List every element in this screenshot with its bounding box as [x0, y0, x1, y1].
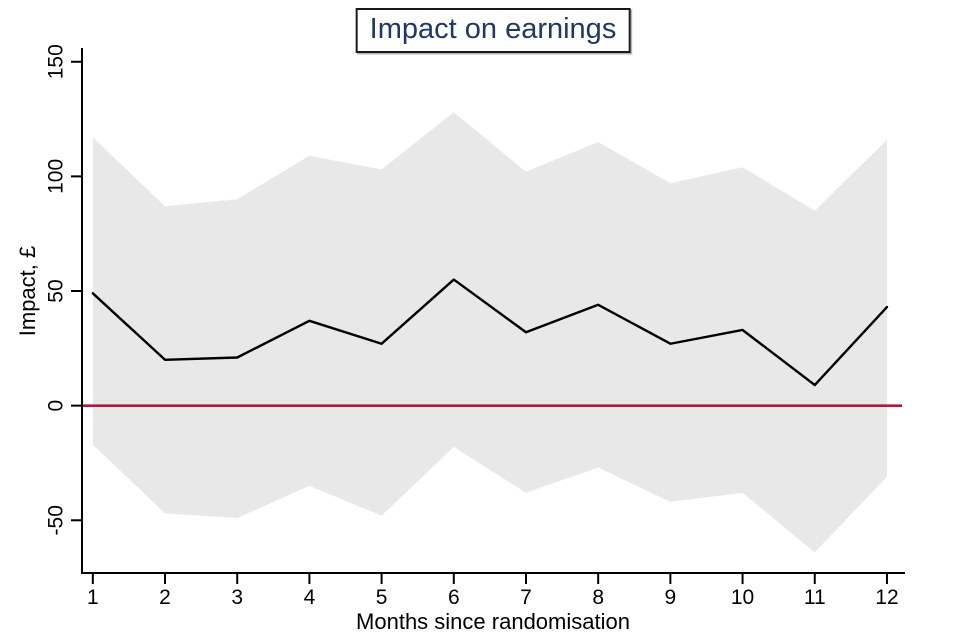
confidence-band [92, 112, 887, 553]
y-axis-title: Impact, £ [15, 245, 40, 337]
x-tick-label: 11 [804, 586, 826, 609]
x-tick-label: 8 [592, 586, 604, 609]
y-tick-label: 100 [45, 159, 68, 194]
x-tick-label: 10 [731, 586, 754, 609]
x-tick-label: 9 [665, 586, 677, 609]
x-tick-label: 4 [304, 586, 316, 609]
y-tick-label: -50 [45, 505, 68, 535]
x-tick-label: 6 [448, 586, 460, 609]
y-tick-label: 0 [45, 400, 68, 412]
x-tick-label: 12 [875, 586, 898, 609]
chart-title: Impact on earnings [355, 8, 631, 54]
x-tick-label: 1 [87, 586, 99, 609]
x-tick-label: 3 [231, 586, 243, 609]
x-tick-label: 2 [159, 586, 171, 609]
impact-line [91, 278, 889, 387]
y-tick-label: 50 [45, 279, 68, 302]
y-tick-label: 150 [45, 44, 68, 79]
x-tick-label: 5 [376, 586, 388, 609]
x-axis-title: Months since randomisation [356, 609, 630, 634]
x-tick-label: 7 [520, 586, 532, 609]
